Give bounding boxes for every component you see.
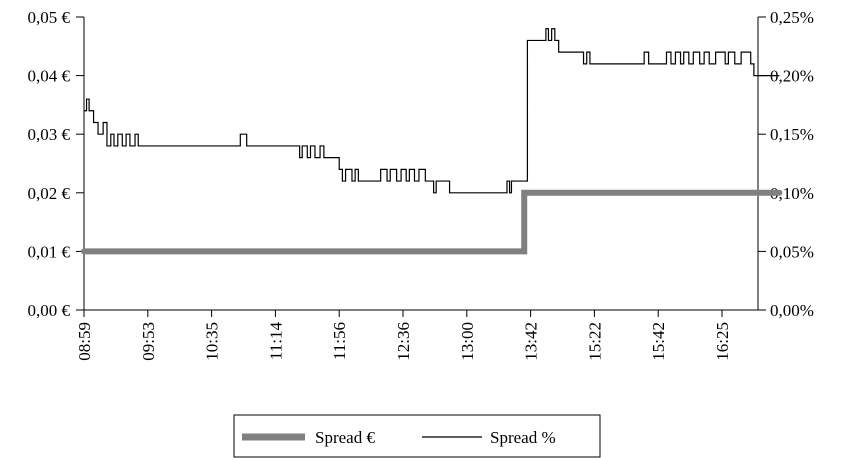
right-axis-tick-label: 0,00% bbox=[770, 301, 814, 320]
left-axis-tick-label: 0,05 € bbox=[28, 8, 71, 27]
left-axis-tick-label: 0,02 € bbox=[28, 184, 71, 203]
chart-legend: Spread € Spread % bbox=[233, 414, 601, 458]
x-axis-tick-label: 09:53 bbox=[139, 322, 158, 361]
legend-label-spread-eur: Spread € bbox=[315, 428, 375, 447]
series-line-spread-eur bbox=[81, 189, 783, 255]
x-axis-tick-label: 12:36 bbox=[394, 322, 413, 361]
right-axis-tick-label: 0,15% bbox=[770, 125, 814, 144]
x-axis-tick-label: 11:14 bbox=[266, 322, 285, 361]
x-axis-tick-label: 16:25 bbox=[713, 322, 732, 361]
right-axis-tick-label: 0,25% bbox=[770, 8, 814, 27]
legend-label-spread-pct: Spread % bbox=[490, 428, 556, 447]
chart-axes: 0,00 € 0,01 € 0,02 € 0,03 € 0,04 € 0,05 € 0,00… bbox=[28, 8, 814, 361]
chart-series bbox=[81, 28, 783, 255]
left-axis-tick-label: 0,01 € bbox=[28, 242, 71, 261]
x-axis-tick-label: 10:35 bbox=[203, 322, 222, 361]
x-axis-tick-label: 13:00 bbox=[458, 322, 477, 361]
x-axis-tick-label: 08:59 bbox=[75, 322, 94, 361]
x-axis-tick-label: 15:42 bbox=[649, 322, 668, 361]
x-axis-tick-label: 11:56 bbox=[330, 322, 349, 360]
right-axis-tick-label: 0,20% bbox=[770, 67, 814, 86]
x-axis-tick-label: 15:22 bbox=[585, 322, 604, 361]
left-axis-tick-label: 0,04 € bbox=[28, 67, 71, 86]
left-axis-tick-label: 0,03 € bbox=[28, 125, 71, 144]
right-axis-tick-label: 0,10% bbox=[770, 184, 814, 203]
right-axis-tick-label: 0,05% bbox=[770, 242, 814, 261]
left-axis-tick-label: 0,00 € bbox=[28, 301, 71, 320]
series-line-spread-pct bbox=[84, 28, 780, 194]
x-axis-tick-label: 13:42 bbox=[522, 322, 541, 361]
